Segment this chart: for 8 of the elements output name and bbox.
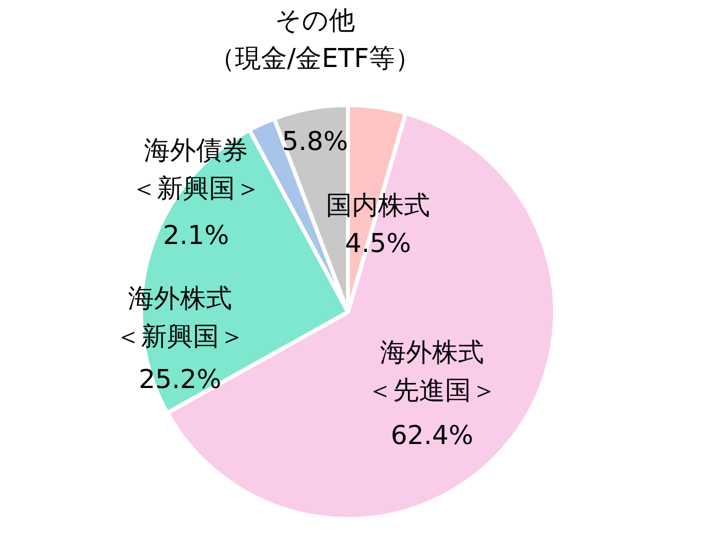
data-label: 62.4% — [390, 421, 474, 451]
data-label: 4.5% — [344, 229, 412, 259]
data-label: 2.1% — [162, 221, 230, 251]
slice-label: 海外債券＜新興国＞ — [131, 136, 261, 204]
slice-label: その他（現金/金ETF等） — [208, 6, 422, 74]
slice-label: 国内株式 — [326, 191, 430, 221]
data-label: 5.8% — [282, 127, 348, 157]
slice-label: 海外株式＜先進国＞ — [367, 338, 497, 406]
